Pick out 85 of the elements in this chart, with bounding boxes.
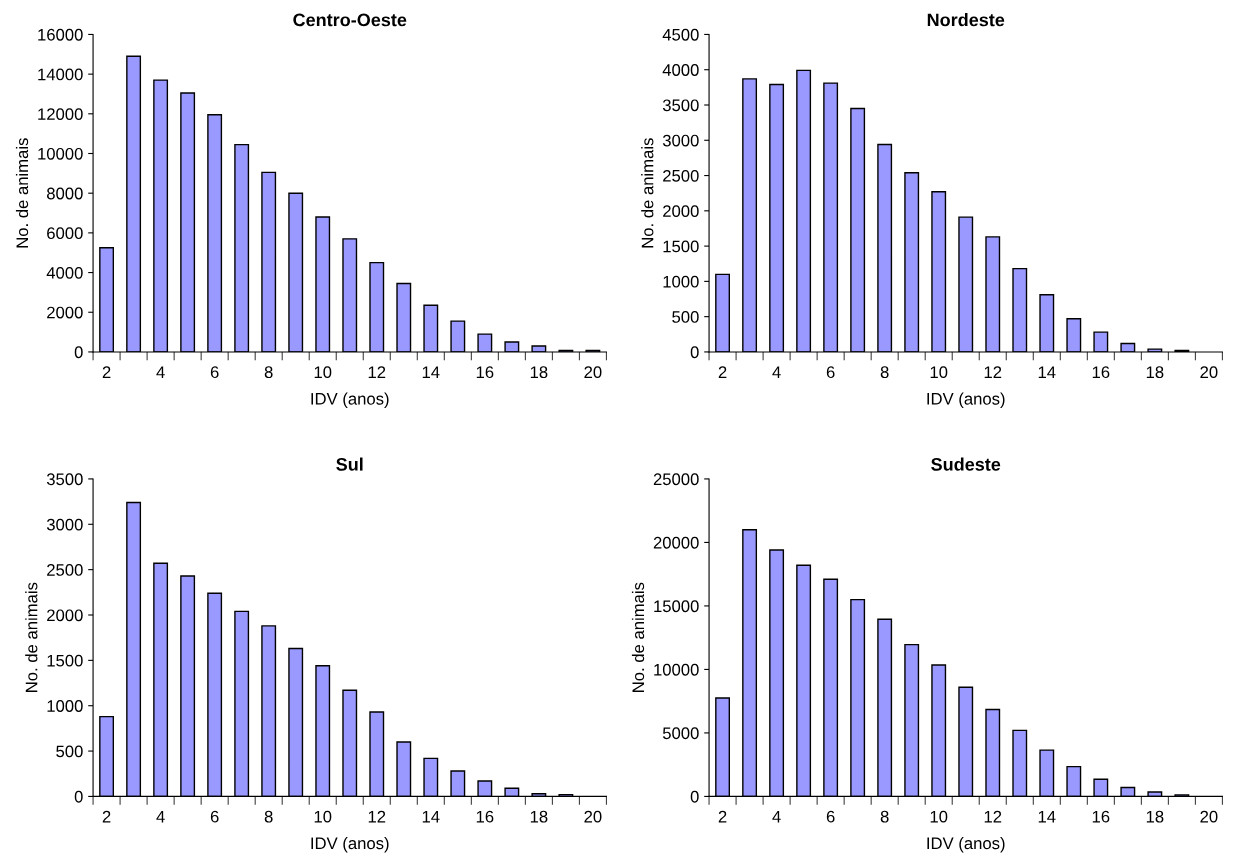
x-tick-label: 6: [826, 810, 835, 823]
y-tick-label: 4500: [662, 28, 699, 41]
x-tick-label: 18: [1146, 810, 1164, 823]
y-tick-label: 1000: [663, 275, 699, 288]
chart-title: Centro-Oeste: [293, 13, 407, 27]
x-tick-label: 16: [1092, 366, 1110, 379]
x-tick-label: 4: [156, 810, 165, 823]
x-tick-label: 14: [1038, 366, 1056, 378]
y-tick-label: 500: [56, 745, 83, 758]
y-tick-label: 3500: [46, 473, 83, 486]
y-tick-label: 25000: [653, 473, 699, 486]
x-tick-label: 10: [314, 366, 332, 379]
x-tick-label: 20: [1200, 366, 1218, 379]
x-tick-label: 8: [264, 366, 273, 379]
x-tick-label: 12: [368, 366, 386, 378]
y-tick-label: 2000: [47, 609, 83, 622]
x-tick-label: 4: [156, 366, 165, 378]
x-tick-label: 4: [772, 366, 781, 378]
y-tick-label: 500: [672, 311, 699, 323]
chart-title: Sudeste: [931, 457, 1001, 471]
y-tick-label: 6000: [47, 227, 83, 240]
x-axis-title: IDV (anos): [927, 836, 1005, 853]
y-tick-label: 0: [690, 346, 699, 359]
x-tick-label: 8: [880, 810, 889, 823]
x-axis-title: IDV (anos): [311, 836, 389, 853]
x-tick-label: 2: [102, 810, 111, 823]
y-tick-label: 8000: [47, 187, 83, 200]
y-axis-title: No. de animais: [15, 138, 29, 248]
x-tick-label: 14: [422, 366, 440, 378]
y-tick-label: 2000: [663, 205, 699, 218]
y-tick-label: 3500: [662, 99, 699, 112]
x-tick-label: 20: [584, 810, 602, 823]
x-tick-label: 10: [930, 366, 948, 379]
x-tick-label: 14: [1038, 810, 1056, 823]
x-tick-label: 20: [584, 366, 602, 379]
y-tick-label: 10000: [654, 663, 699, 676]
y-tick-label: 2500: [47, 564, 83, 576]
y-tick-label: 15000: [654, 600, 699, 613]
y-axis-title: No. de animais: [25, 582, 38, 692]
x-tick-label: 16: [476, 810, 494, 823]
x-tick-label: 8: [880, 366, 889, 379]
x-tick-label: 6: [210, 810, 219, 823]
y-axis-title: No. de animais: [631, 582, 645, 692]
x-tick-label: 16: [476, 366, 494, 379]
x-axis-title: IDV (anos): [311, 392, 389, 408]
x-tick-label: 18: [1146, 366, 1164, 379]
x-tick-label: 14: [422, 810, 440, 823]
x-tick-label: 2: [718, 366, 727, 378]
chart-title: Nordeste: [927, 13, 1005, 27]
x-axis-title: IDV (anos): [927, 392, 1005, 408]
chart-title: Sul: [336, 457, 363, 471]
y-axis-title: No. de animais: [641, 138, 654, 248]
x-tick-label: 16: [1092, 810, 1110, 823]
x-tick-label: 18: [530, 366, 548, 379]
x-tick-label: 4: [772, 810, 781, 823]
y-tick-label: 4000: [46, 266, 83, 279]
y-tick-label: 1000: [47, 700, 83, 712]
y-tick-label: 0: [690, 790, 699, 803]
x-tick-label: 12: [984, 810, 1002, 823]
x-tick-label: 6: [826, 366, 835, 379]
x-tick-label: 10: [930, 810, 948, 823]
y-tick-label: 10000: [38, 147, 83, 160]
y-tick-label: 1500: [663, 240, 699, 253]
y-tick-label: 5000: [662, 727, 699, 740]
y-tick-label: 0: [74, 790, 83, 803]
y-tick-label: 16000: [38, 28, 83, 41]
y-tick-label: 0: [74, 346, 83, 359]
x-tick-label: 20: [1200, 810, 1218, 823]
x-tick-label: 2: [718, 810, 727, 823]
x-tick-label: 6: [210, 366, 219, 379]
x-tick-label: 10: [314, 810, 332, 823]
y-tick-label: 4000: [662, 64, 699, 76]
y-tick-label: 2000: [47, 306, 83, 319]
y-tick-label: 20000: [653, 536, 699, 549]
y-tick-label: 12000: [38, 108, 83, 121]
x-tick-label: 12: [984, 366, 1002, 378]
x-tick-label: 8: [264, 810, 273, 823]
y-tick-label: 3000: [46, 518, 83, 531]
y-tick-label: 2500: [663, 169, 699, 182]
x-tick-label: 18: [530, 810, 548, 823]
y-tick-label: 1500: [47, 654, 83, 667]
x-tick-label: 2: [102, 366, 111, 378]
x-tick-label: 12: [368, 810, 386, 823]
y-tick-label: 14000: [38, 68, 83, 81]
y-tick-label: 3000: [662, 134, 699, 147]
